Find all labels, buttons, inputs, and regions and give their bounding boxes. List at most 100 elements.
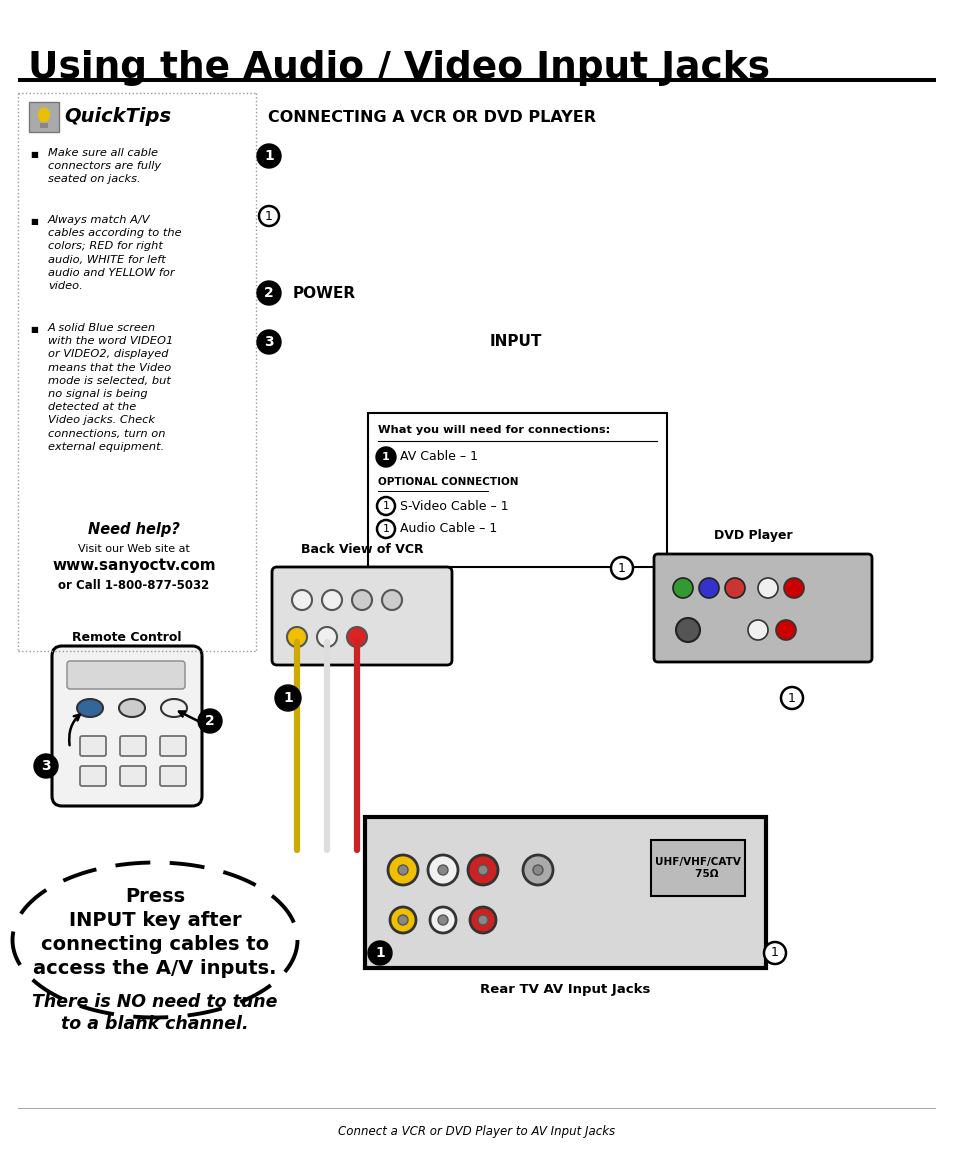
Circle shape [352, 590, 372, 610]
Circle shape [347, 627, 367, 647]
Circle shape [783, 578, 803, 598]
Text: Remote Control: Remote Control [72, 630, 182, 644]
Bar [18, 78, 935, 81]
Text: access the A/V inputs.: access the A/V inputs. [33, 958, 276, 977]
Text: A solid Blue screen
with the word VIDEO1
or VIDEO2, displayed
means that the Vid: A solid Blue screen with the word VIDEO1… [48, 323, 173, 452]
Text: ■: ■ [30, 217, 38, 226]
Ellipse shape [161, 699, 187, 717]
Text: AV Cable – 1: AV Cable – 1 [399, 451, 477, 464]
FancyBboxPatch shape [160, 736, 186, 756]
Text: Connect a VCR or DVD Player to AV Input Jacks: Connect a VCR or DVD Player to AV Input … [338, 1125, 615, 1138]
FancyBboxPatch shape [160, 766, 186, 786]
Text: 1: 1 [787, 692, 795, 705]
Circle shape [316, 627, 336, 647]
Text: 3: 3 [41, 759, 51, 773]
Circle shape [287, 627, 307, 647]
Text: ■: ■ [30, 325, 38, 334]
Text: Always match A/V
cables according to the
colors; RED for right
audio, WHITE for : Always match A/V cables according to the… [48, 216, 181, 291]
Circle shape [672, 578, 692, 598]
Text: 3: 3 [264, 335, 274, 349]
Text: Visit our Web site at: Visit our Web site at [78, 544, 190, 554]
Circle shape [258, 206, 278, 226]
Circle shape [610, 557, 633, 580]
Circle shape [699, 578, 719, 598]
Ellipse shape [38, 108, 50, 123]
Circle shape [758, 578, 778, 598]
Circle shape [368, 941, 392, 965]
FancyBboxPatch shape [120, 736, 146, 756]
Text: CONNECTING A VCR OR DVD PLAYER: CONNECTING A VCR OR DVD PLAYER [268, 110, 596, 125]
Circle shape [376, 497, 395, 515]
Text: 1: 1 [770, 947, 778, 960]
FancyBboxPatch shape [67, 661, 185, 688]
Text: 2: 2 [264, 286, 274, 300]
Circle shape [775, 620, 795, 640]
Text: 1: 1 [382, 501, 389, 511]
Text: OPTIONAL CONNECTION: OPTIONAL CONNECTION [377, 478, 518, 487]
Circle shape [724, 578, 744, 598]
Circle shape [676, 618, 700, 642]
Circle shape [522, 855, 553, 885]
Circle shape [477, 914, 488, 925]
Text: INPUT key after: INPUT key after [69, 911, 241, 930]
Ellipse shape [119, 699, 145, 717]
Text: INPUT: INPUT [490, 335, 542, 350]
Circle shape [477, 865, 488, 875]
Text: Audio Cable – 1: Audio Cable – 1 [399, 523, 497, 535]
FancyBboxPatch shape [80, 736, 106, 756]
Text: Using the Audio / Video Input Jacks: Using the Audio / Video Input Jacks [28, 50, 769, 86]
Text: or Call 1-800-877-5032: or Call 1-800-877-5032 [58, 580, 210, 592]
Text: ■: ■ [30, 150, 38, 159]
Text: Rear TV AV Input Jacks: Rear TV AV Input Jacks [479, 983, 650, 996]
Circle shape [34, 755, 58, 778]
Circle shape [437, 865, 448, 875]
Text: 1: 1 [382, 524, 389, 534]
Circle shape [397, 865, 408, 875]
Circle shape [428, 855, 457, 885]
Text: Back View of VCR: Back View of VCR [300, 544, 423, 556]
Text: connecting cables to: connecting cables to [41, 934, 269, 954]
Text: 1: 1 [264, 150, 274, 163]
Text: 1: 1 [265, 210, 273, 223]
Text: Press: Press [125, 887, 185, 905]
Bar [40, 123, 48, 127]
FancyBboxPatch shape [368, 413, 666, 567]
Text: Need help?: Need help? [88, 522, 180, 537]
Circle shape [397, 914, 408, 925]
Text: Make sure all cable
connectors are fully
seated on jacks.: Make sure all cable connectors are fully… [48, 148, 161, 184]
Circle shape [763, 942, 785, 964]
FancyBboxPatch shape [272, 567, 452, 665]
Circle shape [292, 590, 312, 610]
Text: 1: 1 [375, 946, 384, 960]
Circle shape [256, 280, 281, 305]
Circle shape [376, 520, 395, 538]
Text: 1: 1 [618, 561, 625, 575]
Text: UHF/VHF/CATV
     75Ω: UHF/VHF/CATV 75Ω [655, 858, 740, 879]
FancyBboxPatch shape [120, 766, 146, 786]
Circle shape [533, 865, 542, 875]
Circle shape [256, 144, 281, 168]
FancyBboxPatch shape [650, 840, 744, 896]
Ellipse shape [77, 699, 103, 717]
Circle shape [747, 620, 767, 640]
Circle shape [198, 709, 222, 732]
Text: www.sanyoctv.com: www.sanyoctv.com [52, 557, 215, 573]
Text: QuickTips: QuickTips [64, 108, 171, 126]
Text: POWER: POWER [293, 285, 355, 300]
Circle shape [375, 447, 395, 467]
Text: 1: 1 [382, 452, 390, 462]
Circle shape [390, 907, 416, 933]
Text: 1: 1 [283, 691, 293, 705]
Circle shape [470, 907, 496, 933]
FancyBboxPatch shape [52, 646, 202, 806]
Text: 2: 2 [205, 714, 214, 728]
Circle shape [437, 914, 448, 925]
Text: S-Video Cable – 1: S-Video Cable – 1 [399, 500, 508, 512]
Circle shape [430, 907, 456, 933]
FancyBboxPatch shape [29, 102, 59, 132]
Text: to a blank channel.: to a blank channel. [61, 1015, 249, 1033]
FancyBboxPatch shape [654, 554, 871, 662]
Text: What you will need for connections:: What you will need for connections: [377, 425, 610, 435]
Text: DVD Player: DVD Player [713, 529, 792, 542]
Circle shape [781, 687, 802, 709]
